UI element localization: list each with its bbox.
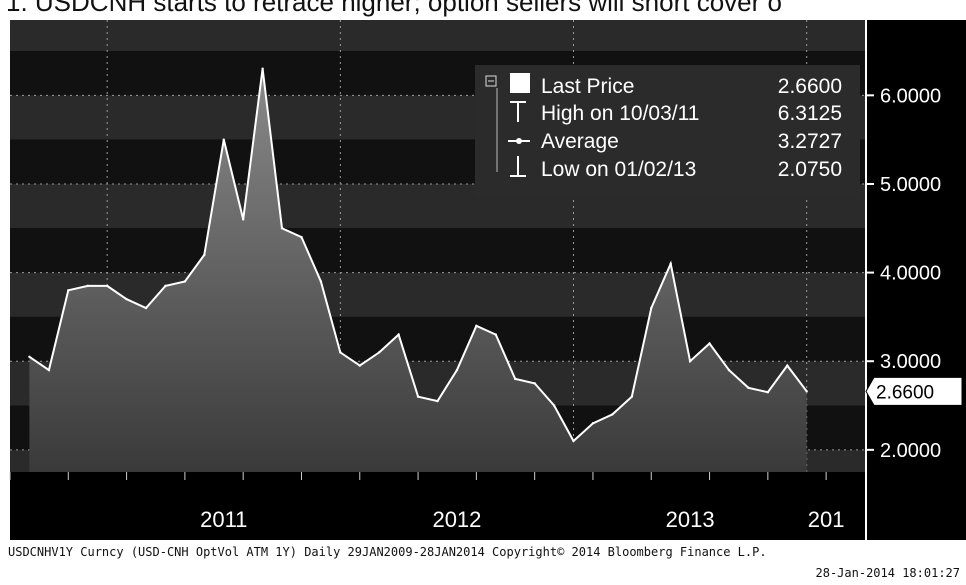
average-marker-dot	[516, 138, 522, 144]
data-point	[28, 355, 31, 358]
x-tick-label: 2012	[432, 507, 481, 532]
legend-collapse-icon[interactable]	[485, 75, 497, 87]
last-price-swatch-icon	[510, 73, 530, 93]
data-point	[475, 324, 478, 327]
last-price-tag: 2.6600	[865, 376, 963, 406]
legend-value-low: 2.0750	[778, 158, 842, 181]
data-point	[144, 306, 148, 310]
data-point	[397, 333, 400, 336]
data-point	[86, 284, 89, 288]
legend-value-average: 3.2727	[778, 130, 842, 153]
footer-source: USDCNHV1Y Curncy (USD-CNH OptVol ATM 1Y)…	[8, 545, 767, 559]
data-point	[727, 368, 731, 372]
data-point	[805, 390, 808, 393]
legend-value-last: 2.6600	[778, 75, 842, 98]
data-point	[630, 395, 634, 398]
data-point	[552, 404, 556, 407]
data-point	[766, 391, 770, 394]
data-point	[533, 382, 536, 385]
data-point	[514, 377, 517, 381]
x-tick-label: 2011	[200, 507, 247, 532]
data-point	[164, 284, 167, 288]
y-axis-strip	[865, 20, 966, 540]
data-point	[203, 253, 206, 257]
low-marker-icon	[510, 156, 526, 177]
chart-headline: 1. USDCNH starts to retrace higher; opti…	[6, 0, 782, 17]
legend: Last Price 2.6600 High on 10/03/11 6.312…	[475, 65, 860, 197]
legend-box	[475, 65, 860, 197]
data-point	[436, 399, 439, 403]
x-tick-label: 2013	[666, 507, 715, 532]
data-point	[747, 386, 750, 390]
y-tick-label: 3.0000	[880, 351, 941, 373]
data-point	[67, 289, 70, 292]
data-point	[125, 297, 128, 301]
data-point	[669, 262, 672, 265]
plot-band	[10, 20, 865, 52]
data-point	[708, 342, 711, 345]
data-point	[378, 351, 381, 354]
legend-label-high: High on 10/03/11	[541, 102, 699, 125]
x-axis-strip	[10, 472, 865, 540]
data-point	[416, 395, 420, 398]
legend-label-average: Average	[541, 130, 619, 153]
data-point	[339, 351, 342, 354]
data-point	[183, 280, 187, 283]
last-price-tag-label: 2.6600	[876, 382, 934, 403]
data-point	[650, 306, 653, 310]
data-point	[241, 218, 245, 221]
high-marker-icon	[510, 101, 526, 122]
data-point	[105, 284, 109, 288]
x-tick-label: 201	[808, 507, 845, 532]
data-point	[455, 368, 459, 372]
data-point	[494, 333, 497, 336]
data-point	[319, 280, 323, 283]
data-point	[688, 360, 692, 363]
x-axis-ticks: 2011 2012 2013 201	[9, 472, 845, 532]
plot-band	[10, 228, 865, 273]
y-axis-ticks: 2.0000 3.0000 4.0000 5.0000 6.0000	[866, 85, 941, 462]
legend-value-high: 6.3125	[778, 102, 842, 125]
y-tick-label: 6.0000	[880, 85, 941, 107]
legend-label-last: Last Price	[541, 75, 634, 98]
y-tick-label: 5.0000	[880, 174, 941, 196]
data-point	[47, 368, 51, 372]
footer-timestamp: 28-Jan-2014 18:01:27	[816, 566, 961, 580]
legend-label-low: Low on 01/02/13	[541, 158, 696, 181]
data-point	[358, 364, 361, 367]
y-tick-label: 4.0000	[880, 263, 941, 285]
data-point	[786, 364, 789, 367]
data-point	[572, 439, 575, 443]
data-point	[611, 413, 614, 416]
data-point	[222, 138, 225, 141]
series-area	[29, 68, 807, 472]
y-tick-label: 2.0000	[880, 440, 941, 462]
data-point	[261, 67, 264, 70]
data-point	[300, 235, 303, 239]
data-point	[591, 422, 595, 425]
data-point	[280, 227, 284, 230]
